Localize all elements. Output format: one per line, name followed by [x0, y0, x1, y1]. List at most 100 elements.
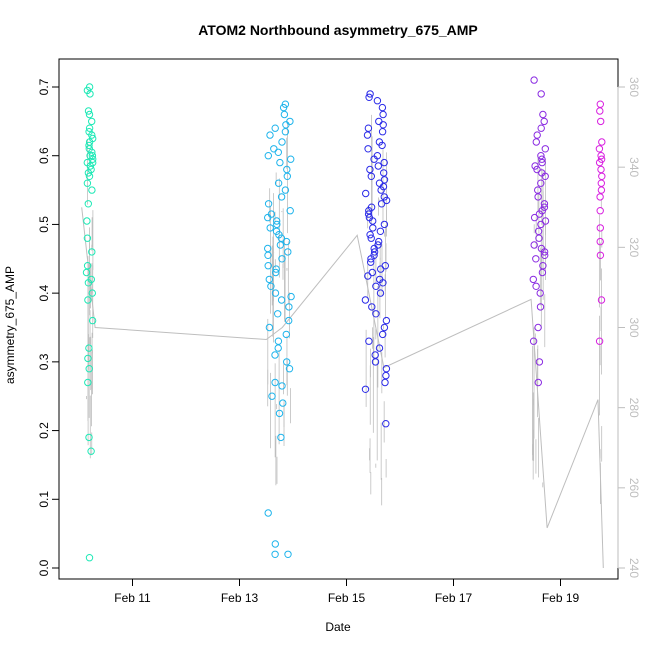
- y-tick-label: 0.7: [37, 78, 51, 95]
- data-point: [536, 303, 545, 311]
- data-point: [596, 251, 605, 260]
- data-point: [533, 131, 541, 139]
- data-point: [85, 554, 94, 562]
- data-point: [264, 200, 273, 208]
- data-point: [595, 158, 604, 167]
- data-point: [537, 220, 545, 229]
- data-point: [530, 76, 538, 84]
- data-point: [370, 155, 378, 163]
- data-point: [364, 145, 372, 153]
- data-point: [595, 337, 604, 345]
- y-tick-label: 0.3: [37, 353, 51, 370]
- data-point: [273, 220, 281, 229]
- data-point: [376, 227, 385, 236]
- data-point: [367, 258, 375, 266]
- data-point: [532, 282, 540, 290]
- data-point: [277, 296, 286, 304]
- axes-layer: Feb 11 Feb 13 Feb 15 Feb 17 Feb 19 0.0 0.1 0.2 0…: [37, 77, 641, 605]
- data-point: [84, 169, 93, 177]
- data-point: [274, 148, 282, 157]
- data-point: [373, 97, 382, 105]
- data-point: [83, 179, 92, 187]
- data-point: [535, 210, 544, 218]
- data-point: [364, 272, 372, 280]
- data-point: [377, 200, 386, 208]
- y-tick-label: 0.6: [37, 147, 51, 164]
- data-point: [538, 158, 546, 167]
- data-point: [83, 217, 91, 225]
- data-point: [266, 131, 274, 139]
- y-axis-label: asymmetry_675_AMP: [3, 266, 17, 384]
- data-point: [536, 289, 544, 297]
- data-point: [274, 179, 283, 187]
- data-point: [276, 158, 284, 167]
- x-tick-label: Feb 11: [114, 591, 151, 605]
- data-point: [268, 392, 276, 400]
- data-point: [265, 323, 274, 332]
- data-point: [530, 241, 538, 249]
- data-point: [379, 279, 387, 287]
- secondary-series-layer: [81, 114, 604, 569]
- data-point: [365, 93, 373, 102]
- data-point: [363, 131, 372, 139]
- data-point: [598, 172, 606, 181]
- data-point: [272, 268, 280, 277]
- data-point: [367, 172, 375, 181]
- data-point: [88, 148, 96, 157]
- data-point: [596, 237, 604, 246]
- data-point: [375, 237, 383, 246]
- data-point: [273, 217, 281, 225]
- data-point: [376, 289, 385, 297]
- data-point: [282, 330, 290, 339]
- data-point: [537, 179, 545, 187]
- data-point: [85, 124, 94, 132]
- data-point: [84, 279, 93, 287]
- data-point: [597, 165, 605, 174]
- data-point: [381, 378, 389, 387]
- data-point: [272, 265, 280, 273]
- data-point: [85, 141, 93, 150]
- data-point: [88, 316, 97, 325]
- data-point: [375, 179, 384, 187]
- data-point: [89, 155, 97, 163]
- data-point: [538, 155, 546, 163]
- y-tick-label: 0.4: [37, 284, 51, 301]
- data-point: [529, 275, 537, 284]
- data-point: [596, 193, 604, 201]
- data-point: [382, 316, 391, 325]
- y2-tick-label: 280: [627, 398, 641, 418]
- data-point: [371, 351, 379, 359]
- data-point: [597, 179, 605, 187]
- data-point: [537, 124, 545, 132]
- data-point: [596, 224, 604, 232]
- data-point: [278, 382, 286, 390]
- data-point: [84, 107, 93, 115]
- y-tick-label: 0.0: [37, 559, 51, 576]
- data-point: [88, 289, 97, 297]
- data-point: [529, 337, 538, 345]
- data-point: [82, 268, 91, 277]
- data-point: [264, 213, 272, 222]
- data-point: [280, 110, 289, 119]
- data-point: [595, 145, 604, 153]
- data-point: [365, 207, 373, 215]
- data-point: [366, 90, 374, 98]
- data-point: [279, 399, 287, 407]
- data-point: [368, 303, 376, 311]
- data-point: [275, 409, 284, 418]
- data-point: [596, 107, 604, 115]
- data-point: [597, 186, 606, 194]
- y2-tick-label: 320: [627, 237, 641, 257]
- data-point: [379, 121, 387, 129]
- data-points-layer: [82, 76, 606, 562]
- data-point: [369, 217, 377, 225]
- data-point: [530, 213, 539, 222]
- data-point: [380, 169, 388, 177]
- data-point: [271, 351, 279, 359]
- data-point: [540, 248, 549, 256]
- data-point: [87, 447, 95, 455]
- data-point: [369, 224, 377, 232]
- data-point: [382, 371, 390, 380]
- data-point: [537, 152, 545, 160]
